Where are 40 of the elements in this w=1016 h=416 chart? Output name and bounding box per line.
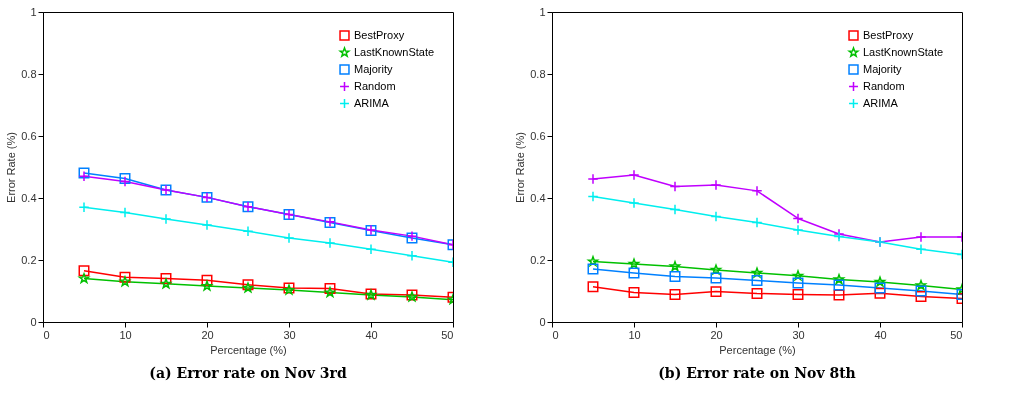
x-tick-label: 40 — [874, 328, 887, 341]
x-tick-label: 20 — [710, 328, 723, 341]
x-tick-label: 30 — [792, 328, 805, 341]
x-tick-label: 30 — [283, 328, 296, 341]
y-tick-label: 0 — [30, 315, 37, 328]
legend-label: Majority — [354, 62, 394, 75]
y-tick-label: 0.4 — [530, 191, 546, 204]
legend-label: Random — [863, 79, 905, 92]
text: (a) Error rate on Nov 3rd — [149, 365, 347, 381]
x-axis-title: Percentage (%) — [719, 343, 796, 356]
y-tick-label: 1 — [539, 5, 546, 18]
y-tick-label: 0 — [539, 315, 546, 328]
x-axis-title: Percentage (%) — [210, 343, 287, 356]
y-tick-label: 0.4 — [21, 191, 37, 204]
y-tick-label: 0.8 — [21, 67, 37, 80]
legend-label: ARIMA — [863, 96, 899, 109]
legend-label: LastKnownState — [354, 45, 435, 58]
x-tick-label: 0 — [43, 328, 50, 341]
y-tick-label: 0.6 — [530, 129, 546, 142]
x-tick-label: 10 — [119, 328, 132, 341]
y-tick-label: 1 — [30, 5, 37, 18]
y-tick-label: 0.8 — [530, 67, 546, 80]
x-tick-label: 50 — [950, 328, 963, 341]
legend-label: BestProxy — [863, 28, 914, 41]
legend-label: BestProxy — [354, 28, 405, 41]
x-tick-label: 0 — [552, 328, 559, 341]
text: (b) Error rate on Nov 8th — [658, 365, 856, 381]
y-tick-label: 0.6 — [21, 129, 37, 142]
y-tick-label: 0.2 — [21, 253, 37, 266]
legend-label: Random — [354, 79, 396, 92]
y-axis-title: Error Rate (%) — [514, 132, 527, 203]
x-tick-label: 20 — [201, 328, 214, 341]
x-tick-label: 50 — [441, 328, 454, 341]
legend-label: ARIMA — [354, 96, 390, 109]
y-axis-title: Error Rate (%) — [5, 132, 18, 203]
legend-label: Majority — [863, 62, 903, 75]
legend-label: LastKnownState — [863, 45, 944, 58]
y-tick-label: 0.2 — [530, 253, 546, 266]
x-tick-label: 40 — [365, 328, 378, 341]
x-tick-label: 10 — [628, 328, 641, 341]
